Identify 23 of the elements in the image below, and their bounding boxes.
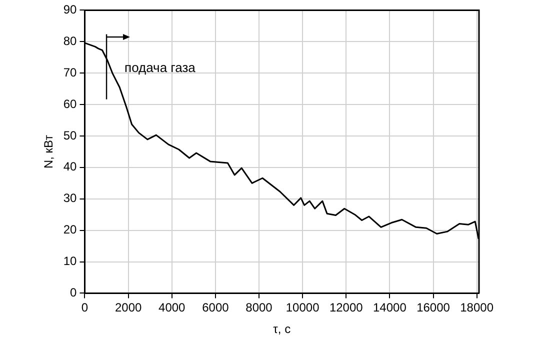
x-tick-label: 16000: [416, 300, 450, 315]
y-tick-label: 90: [63, 2, 78, 17]
x-axis-title: τ, с: [273, 322, 291, 336]
x-tick-label: 12000: [329, 300, 364, 315]
x-tick-label: 4000: [158, 300, 186, 315]
x-tick-label: 18000: [460, 300, 494, 315]
y-tick-label: 80: [63, 34, 78, 48]
y-tick-label: 70: [63, 65, 78, 80]
y-tick-label: 50: [63, 128, 78, 142]
ref-line-label: подача газа: [124, 60, 196, 75]
x-tick-label: 0: [81, 300, 88, 315]
y-tick-label: 40: [63, 160, 78, 174]
x-tick-label: 14000: [373, 300, 407, 315]
y-tick-label: 60: [63, 96, 78, 111]
x-tick-label: 10000: [286, 300, 320, 315]
y-tick-label: 10: [63, 254, 78, 268]
y-tick-label: 30: [63, 191, 78, 206]
x-tick-label: 2000: [114, 300, 142, 315]
y-tick-label: 20: [63, 222, 78, 237]
y-axis-title: N, кВт: [42, 134, 56, 169]
x-tick-label: 6000: [202, 300, 230, 315]
y-tick-label: 0: [70, 286, 78, 300]
x-tick-label: 8000: [246, 300, 273, 315]
